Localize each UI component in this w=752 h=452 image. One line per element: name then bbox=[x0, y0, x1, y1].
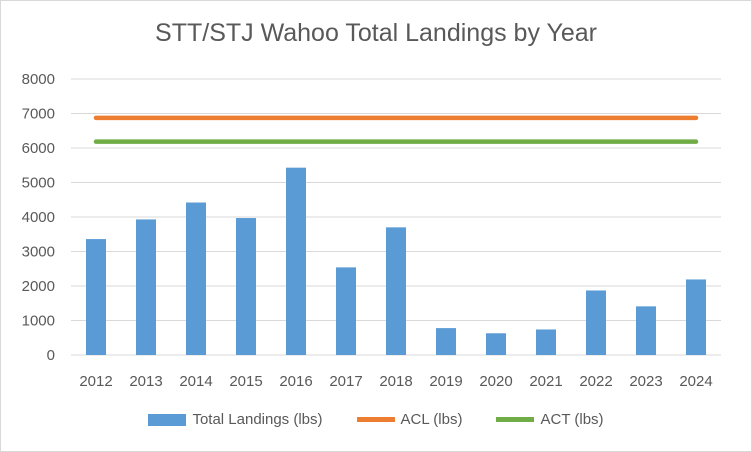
y-tick-label: 6000 bbox=[22, 140, 55, 157]
bar bbox=[436, 328, 456, 355]
y-tick-label: 0 bbox=[47, 347, 55, 364]
bar bbox=[286, 167, 306, 355]
bar bbox=[236, 218, 256, 355]
bar bbox=[386, 227, 406, 355]
x-tick-label: 2018 bbox=[379, 373, 412, 390]
bar bbox=[636, 306, 656, 355]
bar bbox=[186, 202, 206, 355]
x-tick-label: 2021 bbox=[529, 373, 562, 390]
y-tick-label: 7000 bbox=[22, 106, 55, 123]
bar bbox=[536, 329, 556, 355]
x-tick-label: 2020 bbox=[479, 373, 512, 390]
legend-entry: ACT (lbs) bbox=[496, 411, 604, 428]
legend-label: ACL (lbs) bbox=[400, 411, 463, 428]
x-tick-label: 2015 bbox=[229, 373, 262, 390]
legend-label: Total Landings (lbs) bbox=[192, 411, 323, 428]
x-tick-label: 2023 bbox=[629, 373, 662, 390]
y-tick-label: 4000 bbox=[22, 209, 55, 226]
x-tick-label: 2013 bbox=[129, 373, 162, 390]
x-tick-label: 2022 bbox=[579, 373, 612, 390]
y-tick-label: 1000 bbox=[22, 313, 55, 330]
legend-label: ACT (lbs) bbox=[540, 411, 604, 428]
x-tick-label: 2017 bbox=[329, 373, 362, 390]
bar bbox=[336, 267, 356, 355]
legend-swatch bbox=[496, 417, 535, 422]
x-tick-label: 2019 bbox=[429, 373, 462, 390]
bar bbox=[86, 239, 106, 355]
y-tick-label: 5000 bbox=[22, 175, 55, 192]
legend-swatch bbox=[356, 417, 395, 422]
y-tick-label: 2000 bbox=[22, 278, 55, 295]
bar bbox=[136, 219, 156, 355]
x-tick-label: 2024 bbox=[679, 373, 712, 390]
legend-entry: Total Landings (lbs) bbox=[148, 411, 323, 428]
chart-title: STT/STJ Wahoo Total Landings by Year bbox=[155, 19, 597, 47]
bar bbox=[586, 290, 606, 355]
x-tick-label: 2012 bbox=[79, 373, 112, 390]
y-tick-label: 8000 bbox=[22, 71, 55, 88]
legend-swatch bbox=[148, 413, 187, 426]
y-tick-label: 3000 bbox=[22, 244, 55, 261]
legend-entry: ACL (lbs) bbox=[356, 411, 463, 428]
x-tick-label: 2016 bbox=[279, 373, 312, 390]
legend: Total Landings (lbs) ACL (lbs) ACT (lbs) bbox=[1, 411, 751, 428]
bar bbox=[686, 279, 706, 355]
x-tick-label: 2014 bbox=[179, 373, 212, 390]
bar bbox=[486, 333, 506, 355]
